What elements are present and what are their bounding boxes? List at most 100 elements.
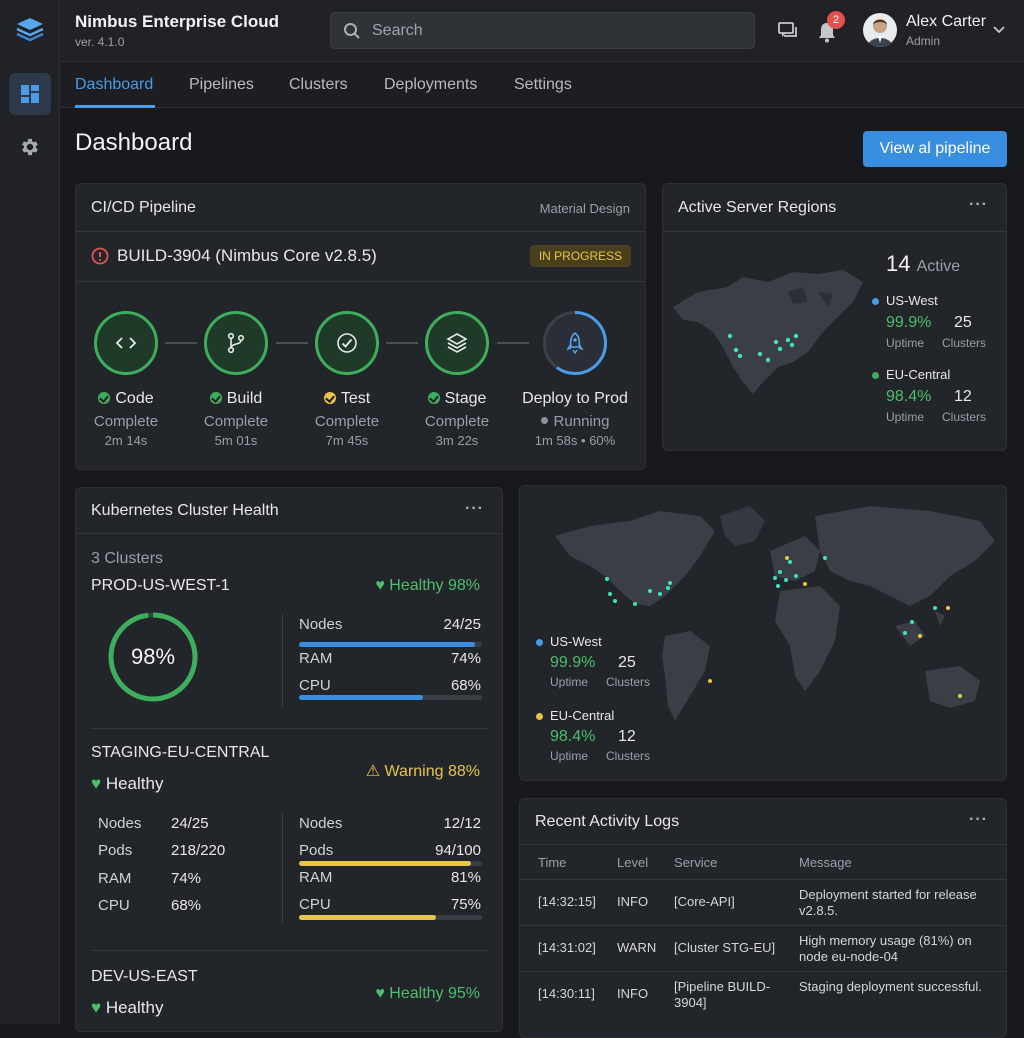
divider xyxy=(76,231,645,232)
card-title: Kubernetes Cluster Health xyxy=(91,502,279,519)
stage-stage-circle[interactable] xyxy=(425,311,489,375)
table-row[interactable]: [14:31:02] WARN [Cluster STG-EU] High me… xyxy=(520,925,1006,971)
card-title: Active Server Regions xyxy=(678,199,837,216)
branch-icon xyxy=(227,332,245,354)
metric-value: 12/12 xyxy=(443,815,481,832)
region-name: US-West xyxy=(550,634,602,649)
log-time: [14:30:11] xyxy=(538,986,595,1001)
kubernetes-cluster-health-card: Kubernetes Cluster Health ··· 3 Clusters… xyxy=(75,487,503,1032)
stage-stage-state: Complete xyxy=(424,413,490,430)
heart-icon: ♥ xyxy=(91,774,102,793)
tab-dashboard[interactable]: Dashboard xyxy=(75,76,154,93)
code-icon xyxy=(115,337,137,349)
layers-icon xyxy=(446,333,468,353)
messages-button[interactable] xyxy=(777,20,799,42)
table-row[interactable]: [14:32:15] INFO [Core-API] Deployment st… xyxy=(520,879,1006,925)
stage-connector xyxy=(497,342,529,344)
region-name: US-West xyxy=(886,293,938,308)
region-marker xyxy=(536,713,543,720)
region-name: EU-Central xyxy=(886,367,951,382)
search-input[interactable]: Search xyxy=(330,12,755,49)
check-icon xyxy=(337,333,357,353)
search-icon xyxy=(344,23,360,39)
log-message: High memory usage (81%) on node eu-node-… xyxy=(799,933,972,964)
rocket-icon xyxy=(566,331,584,355)
more-options-icon[interactable]: ··· xyxy=(969,196,988,213)
north-america-map xyxy=(673,270,863,394)
stage-deploy-label: Deploy to Prod xyxy=(522,390,628,407)
tab-settings[interactable]: Settings xyxy=(514,76,572,93)
more-options-icon[interactable]: ··· xyxy=(465,500,484,517)
cluster-health: ♥ Healthy xyxy=(91,774,164,793)
stage-code-label: Code xyxy=(66,390,186,408)
column-header: Time xyxy=(538,855,567,870)
build-id: BUILD-3904 (Nimbus Core v2.8.5) xyxy=(117,246,377,265)
region-uptime: 99.9% xyxy=(550,654,596,671)
chat-icon xyxy=(778,22,797,37)
health-gauge xyxy=(108,612,198,702)
cluster-name: DEV-US-EAST xyxy=(91,968,198,985)
tab-pipelines[interactable]: Pipelines xyxy=(189,76,254,93)
stage-code-circle[interactable] xyxy=(94,311,158,375)
user-name: Alex Carter xyxy=(906,13,987,30)
region-name: EU-Central xyxy=(550,708,615,723)
region-clusters: 12 xyxy=(618,728,636,745)
error-icon xyxy=(91,247,109,265)
stage-deploy-circle[interactable] xyxy=(543,311,607,375)
divider xyxy=(76,281,645,282)
view-all-pipelines-button[interactable]: View al pipeline xyxy=(863,131,1007,167)
uptime-label: Uptime xyxy=(550,675,589,689)
app-version: ver. 4.1.0 xyxy=(75,35,125,49)
notification-badge: 2 xyxy=(827,11,845,29)
warning-icon: ⚠ xyxy=(365,763,381,780)
active-tab-indicator xyxy=(75,105,155,108)
cluster-health: ♥ Healthy xyxy=(91,998,164,1017)
uptime-label: Uptime xyxy=(550,749,589,763)
metric-bar xyxy=(299,861,482,866)
metric-label: RAM xyxy=(299,650,333,667)
tab-deployments[interactable]: Deployments xyxy=(384,76,478,93)
region-uptime: 98.4% xyxy=(550,728,596,745)
log-service: [Pipeline BUILD-3904] xyxy=(674,979,771,1010)
stage-test-state: Complete xyxy=(314,413,380,430)
recent-activity-logs-card: Recent Activity Logs ··· Time Level Serv… xyxy=(519,798,1007,1038)
health-gauge-value: 98% xyxy=(130,644,176,669)
stage-deploy-state: Running xyxy=(515,413,635,430)
table-row[interactable]: [14:30:11] INFO [Pipeline BUILD-3904] St… xyxy=(520,971,1006,1017)
column-header: Service xyxy=(674,855,718,870)
log-level: INFO xyxy=(617,986,649,1001)
log-service: [Cluster STG-EU] xyxy=(674,940,776,955)
stage-test-circle[interactable] xyxy=(315,311,379,375)
log-time: [14:32:15] xyxy=(538,894,596,909)
app-logo-icon xyxy=(14,14,46,46)
notifications-button[interactable]: 2 xyxy=(816,11,845,44)
pipeline-tag: Material Design xyxy=(539,201,630,216)
metric-value: 68% xyxy=(171,897,202,914)
metric-label: RAM xyxy=(299,869,333,886)
log-level: WARN xyxy=(617,940,657,955)
tab-clusters[interactable]: Clusters xyxy=(289,76,348,93)
cluster-status: ⚠ Warning 88% xyxy=(365,763,480,780)
sidebar-item-settings[interactable] xyxy=(19,136,41,158)
stage-build-circle[interactable] xyxy=(204,311,268,375)
divider xyxy=(76,533,502,534)
metric-label: CPU xyxy=(299,896,331,913)
status-badge: IN PROGRESS xyxy=(530,245,631,267)
region-marker xyxy=(872,372,879,379)
divider xyxy=(520,844,1006,845)
user-role: Admin xyxy=(906,34,941,48)
metric-value: 218/220 xyxy=(171,842,226,859)
more-options-icon[interactable]: ··· xyxy=(969,811,988,828)
clusters-label: Clusters xyxy=(606,749,651,763)
app-title: Nimbus Enterprise Cloud xyxy=(75,12,280,31)
chevron-down-icon[interactable] xyxy=(993,26,1005,34)
world-map-card: US-West 99.9% Uptime 25 Clusters EU-Cent… xyxy=(519,485,1007,781)
column-header: Message xyxy=(799,855,852,870)
sidebar-item-dashboard[interactable] xyxy=(9,73,51,115)
stage-deploy-time: 1m 58s • 60% xyxy=(534,433,616,448)
avatar[interactable] xyxy=(863,13,897,47)
active-server-regions-card: Active Server Regions ··· 14 Active US-W… xyxy=(662,183,1007,451)
world-map xyxy=(555,506,995,721)
metric-value: 74% xyxy=(450,650,481,667)
cluster-name: STAGING-EU-CENTRAL xyxy=(91,744,270,761)
